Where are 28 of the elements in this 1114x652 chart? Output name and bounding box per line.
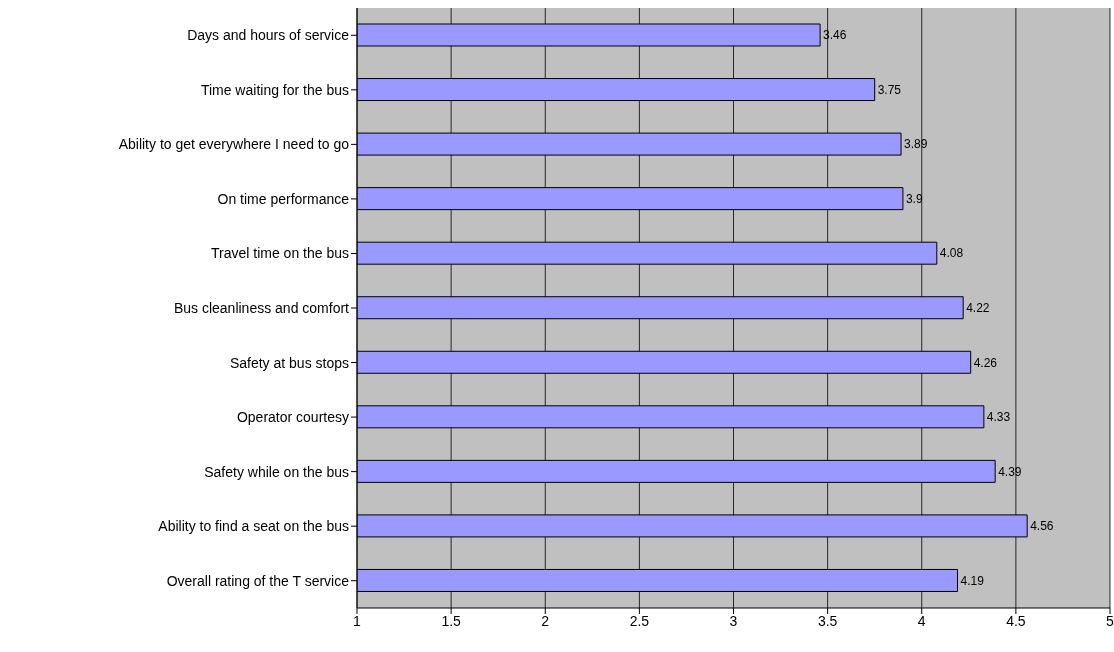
y-tick-label: Ability to find a seat on the bus: [158, 518, 349, 535]
y-tick-label: Safety while on the bus: [204, 463, 349, 480]
data-label: 4.08: [939, 246, 964, 261]
data-label: 4.39: [998, 464, 1022, 479]
x-tick-label: 1: [353, 612, 362, 629]
y-tick-label: Travel time on the bus: [211, 245, 349, 262]
x-tick-label: 2.5: [629, 612, 650, 629]
y-tick-label: On time performance: [217, 190, 350, 207]
data-label: 4.26: [973, 355, 998, 370]
data-label: 4.22: [966, 300, 990, 315]
data-label: 3.75: [877, 82, 902, 97]
x-tick-label: 5: [1106, 612, 1114, 629]
data-label: 4.33: [986, 410, 1011, 425]
y-tick-label: Bus cleanliness and comfort: [173, 299, 350, 316]
x-tick-label: 4.5: [1006, 612, 1026, 629]
y-tick-label: Operator courtesy: [236, 409, 349, 426]
x-tick-label: 2: [541, 612, 550, 629]
x-tick-label: 3: [729, 612, 738, 629]
y-tick-label: Days and hours of service: [187, 27, 350, 44]
y-tick-label: Ability to get everywhere I need to go: [118, 136, 350, 153]
y-tick-label: Time waiting for the bus: [200, 81, 349, 98]
y-tick-label: Overall rating of the T service: [166, 572, 350, 589]
x-tick-label: 3.5: [817, 612, 838, 629]
x-tick-label: 4: [917, 612, 926, 629]
x-tick-label: 1.5: [441, 612, 462, 629]
data-label: 4.19: [960, 573, 985, 588]
y-tick-label: Safety at bus stops: [229, 354, 349, 371]
data-label: 4.56: [1030, 519, 1054, 534]
